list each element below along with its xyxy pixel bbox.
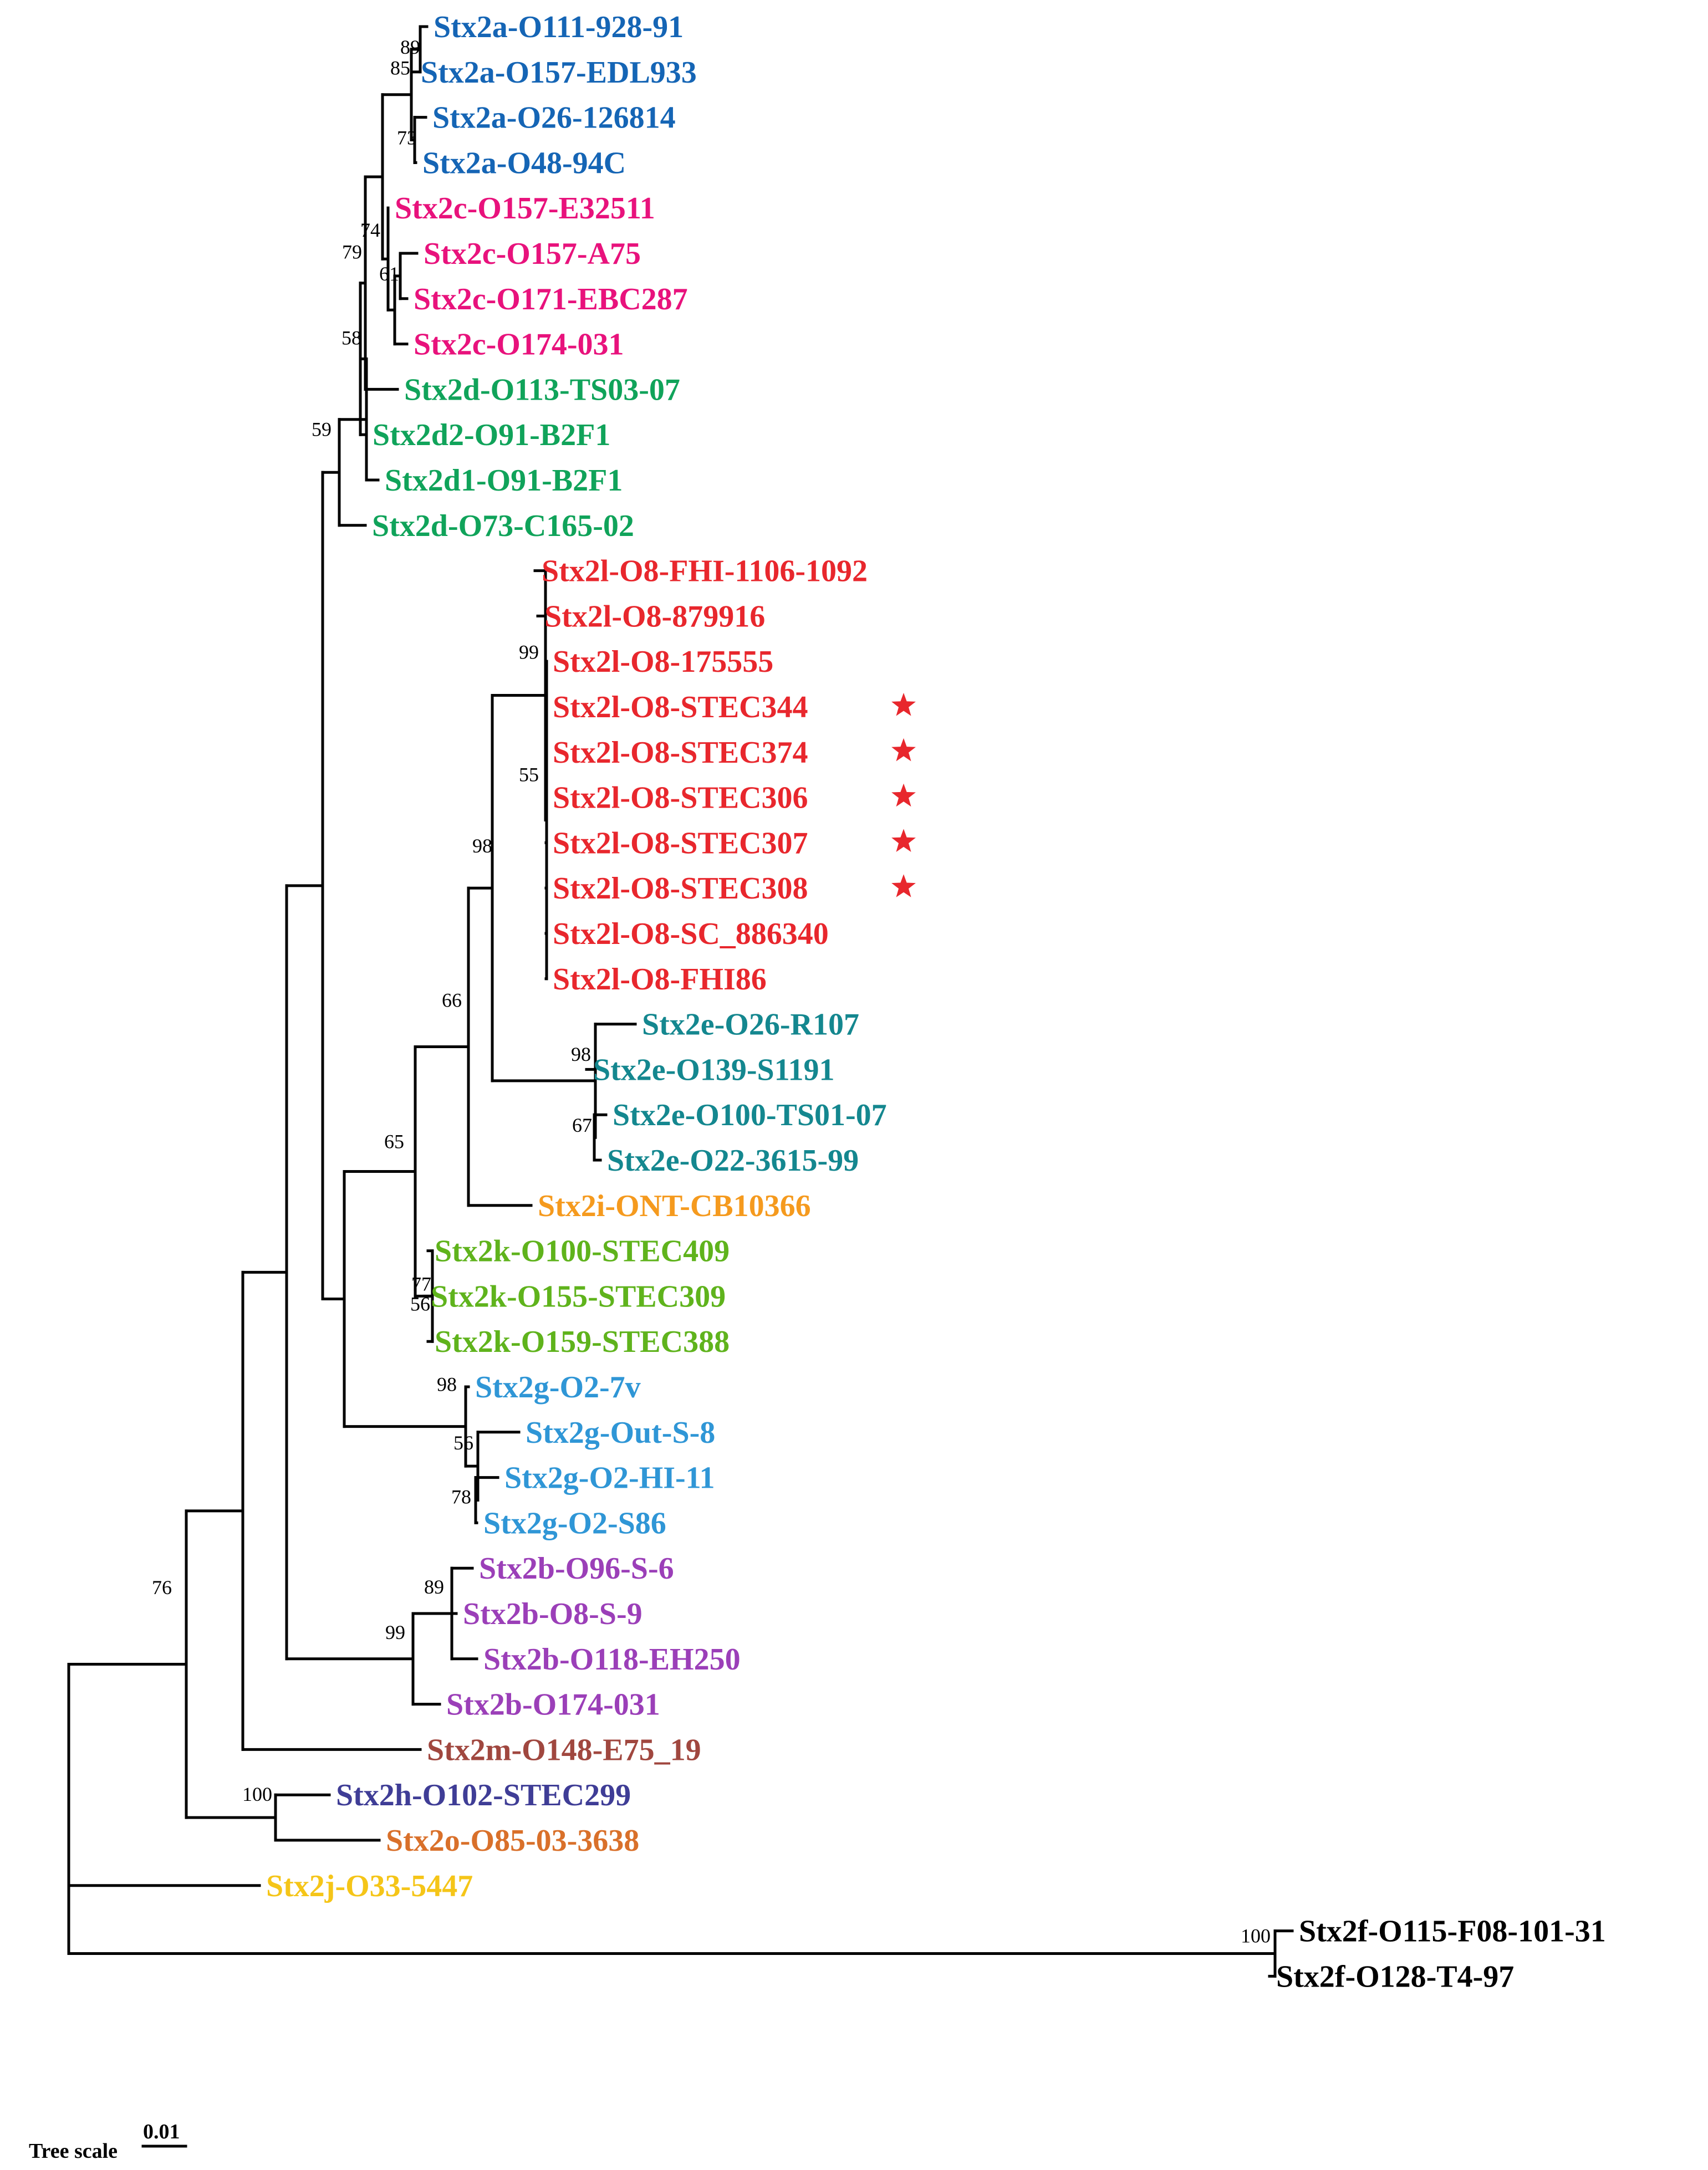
bootstrap-value: 78 xyxy=(451,1486,471,1508)
bootstrap-value: 99 xyxy=(385,1621,405,1643)
leaf-label: Stx2c-O157-E32511 xyxy=(395,191,655,226)
bootstrap-value: 66 xyxy=(442,989,462,1012)
bootstrap-value: 98 xyxy=(571,1043,591,1065)
leaf-label: Stx2l-O8-STEC306 xyxy=(553,781,808,815)
leaf-labels: Stx2a-O111-928-91 Stx2a-O157-EDL933 Stx2a-… xyxy=(266,10,1606,1994)
leaf-label: Stx2l-O8-STEC344 xyxy=(553,690,808,724)
leaf-label: Stx2k-O159-STEC388 xyxy=(435,1325,730,1359)
leaf-label: Stx2b-O96-S-6 xyxy=(479,1551,674,1586)
leaf-label: Stx2g-O2-S86 xyxy=(483,1506,666,1540)
leaf-label: Stx2a-O26-126814 xyxy=(432,101,676,135)
bootstrap-value: 77 xyxy=(411,1273,431,1295)
tree-scale-title: Tree scale xyxy=(29,2140,118,2163)
leaf-label: Stx2f-O115-F08-101-31 xyxy=(1299,1914,1606,1949)
bootstrap-value: 100 xyxy=(242,1783,272,1805)
leaf-label: Stx2f-O128-T4-97 xyxy=(1276,1959,1514,1994)
leaf-label: Stx2b-O8-S-9 xyxy=(463,1597,643,1631)
leaf-label: Stx2e-O26-R107 xyxy=(642,1008,859,1042)
leaf-label: Stx2g-O2-7v xyxy=(475,1370,641,1405)
leaf-label: Stx2c-O171-EBC287 xyxy=(414,282,688,316)
leaf-label: Stx2h-O102-STEC299 xyxy=(336,1778,631,1812)
tree-scale-value: 0.01 xyxy=(143,2120,180,2143)
tree-scale: Tree scale 0.01 xyxy=(29,2120,187,2163)
leaf-label: Stx2d-O73-C165-02 xyxy=(372,509,634,543)
leaf-label: Stx2d1-O91-B2F1 xyxy=(385,463,623,498)
tree-branches xyxy=(67,25,1294,1978)
leaf-label: Stx2l-O8-STEC374 xyxy=(553,736,808,770)
bootstrap-value: 98 xyxy=(437,1374,457,1396)
bootstrap-value: 73 xyxy=(397,127,417,149)
leaf-label: Stx2e-O139-S1191 xyxy=(593,1053,835,1087)
bootstrap-value: 89 xyxy=(400,36,420,58)
bootstrap-value: 74 xyxy=(360,219,380,241)
star-icon xyxy=(891,693,916,716)
bootstrap-value: 98 xyxy=(472,835,492,857)
star-icon xyxy=(891,874,916,897)
leaf-label: Stx2i-ONT-CB10366 xyxy=(538,1189,811,1223)
leaf-label: Stx2l-O8-879916 xyxy=(544,599,765,634)
bootstrap-value: 58 xyxy=(341,326,361,349)
star-icon xyxy=(891,738,916,762)
leaf-label: Stx2e-O22-3615-99 xyxy=(607,1143,859,1178)
bootstrap-value: 76 xyxy=(152,1576,172,1599)
bootstrap-value: 85 xyxy=(390,57,410,79)
leaf-label: Stx2g-O2-HI-11 xyxy=(504,1461,715,1495)
leaf-label: Stx2l-O8-FHI-1106-1092 xyxy=(542,554,868,589)
leaf-label: Stx2l-O8-STEC308 xyxy=(553,871,808,906)
leaf-label: Stx2l-O8-FHI86 xyxy=(553,962,767,997)
leaf-label: Stx2k-O100-STEC409 xyxy=(435,1234,730,1269)
bootstrap-value: 79 xyxy=(342,241,362,263)
leaf-label: Stx2e-O100-TS01-07 xyxy=(613,1098,887,1132)
leaf-label: Stx2c-O174-031 xyxy=(414,328,624,362)
leaf-label: Stx2c-O157-A75 xyxy=(424,237,641,271)
leaf-label: Stx2g-Out-S-8 xyxy=(526,1416,715,1450)
bootstrap-value: 89 xyxy=(424,1576,444,1598)
bootstrap-value: 55 xyxy=(519,764,539,786)
bootstrap-value: 56 xyxy=(453,1432,473,1454)
leaf-label: Stx2l-O8-175555 xyxy=(553,645,773,679)
bootstrap-support-values: 8985737461795859995598986766657756985678… xyxy=(152,36,1271,1947)
leaf-label: Stx2a-O111-928-91 xyxy=(434,10,684,44)
star-icon xyxy=(891,783,916,807)
leaf-label: Stx2j-O33-5447 xyxy=(266,1869,473,1903)
leaf-label: Stx2l-O8-STEC307 xyxy=(553,826,808,860)
leaf-label: Stx2b-O174-031 xyxy=(446,1688,660,1722)
leaf-label: Stx2a-O48-94C xyxy=(422,146,626,180)
leaf-label: Stx2k-O155-STEC309 xyxy=(431,1279,726,1314)
bootstrap-value: 100 xyxy=(1241,1925,1271,1947)
bootstrap-value: 67 xyxy=(572,1114,592,1136)
bootstrap-value: 61 xyxy=(379,263,399,285)
bootstrap-value: 99 xyxy=(519,641,539,663)
leaf-label: Stx2m-O148-E75_19 xyxy=(427,1733,701,1767)
leaf-label: Stx2l-O8-SC_886340 xyxy=(553,917,829,951)
bootstrap-value: 65 xyxy=(384,1130,404,1152)
bootstrap-value: 59 xyxy=(312,418,332,440)
leaf-label: Stx2a-O157-EDL933 xyxy=(421,55,697,90)
leaf-label: Stx2d-O113-TS03-07 xyxy=(404,372,680,407)
leaf-label: Stx2d2-O91-B2F1 xyxy=(373,418,610,452)
leaf-label: Stx2b-O118-EH250 xyxy=(483,1642,741,1677)
leaf-label: Stx2o-O85-03-3638 xyxy=(386,1824,639,1858)
bootstrap-value: 56 xyxy=(410,1293,430,1315)
star-icon xyxy=(891,829,916,852)
